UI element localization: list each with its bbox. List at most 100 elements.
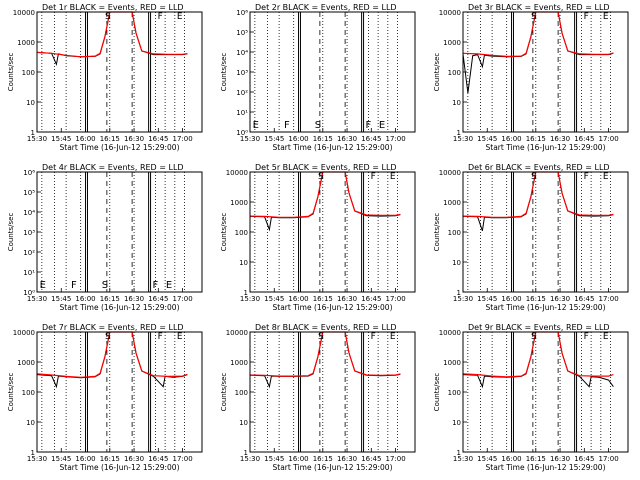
- y-axis-label: Counts/sec: [7, 53, 15, 92]
- y-axis-label: Counts/sec: [433, 213, 441, 252]
- y-tick-label: 10: [26, 419, 35, 427]
- y-tick-label: 10³: [23, 229, 35, 237]
- y-tick-label: 1: [457, 449, 461, 457]
- interval-marker-s: S: [531, 332, 537, 342]
- plot-frame: [36, 171, 203, 293]
- interval-marker-e: E: [177, 332, 183, 342]
- interval-marker-f: F: [584, 12, 589, 22]
- x-tick-label: 15:30: [453, 135, 473, 143]
- interval-marker-e: E: [379, 120, 385, 131]
- panel-det-6: Det 6r BLACK = Events, RED = LLD 1 10 100 10…: [433, 163, 629, 312]
- y-tick-label: 10: [452, 259, 461, 267]
- panel-title: Det 2r BLACK = Events, RED = LLD: [255, 3, 397, 12]
- x-tick-label: 16:45: [361, 455, 381, 463]
- x-tick-label: 16:30: [337, 455, 357, 463]
- y-tick-label: 1000: [17, 39, 35, 47]
- x-tick-label: 17:00: [172, 295, 192, 303]
- x-tick-label: 16:00: [288, 295, 308, 303]
- x-tick-label: 15:30: [27, 135, 47, 143]
- y-tick-label: 10000: [13, 329, 35, 337]
- interval-marker-e: E: [40, 280, 46, 291]
- x-tick-label: 15:45: [477, 455, 497, 463]
- y-axis-label: Counts/sec: [220, 373, 228, 412]
- y-tick-label: 10: [452, 419, 461, 427]
- interval-marker-e: E: [603, 172, 609, 182]
- y-tick-label: 10¹: [236, 109, 248, 117]
- plot-frame: [36, 331, 203, 453]
- x-tick-label: 16:30: [124, 135, 144, 143]
- y-tick-label: 100: [448, 229, 461, 237]
- y-tick-label: 1000: [230, 199, 248, 207]
- y-tick-label: 10¹: [23, 269, 35, 277]
- interval-marker-s: S: [531, 172, 537, 182]
- x-tick-label: 16:00: [288, 135, 308, 143]
- x-axis-label: Start Time (16-Jun-12 15:29:00): [486, 463, 606, 472]
- y-tick-label: 1000: [230, 359, 248, 367]
- panel-title: Det 7r BLACK = Events, RED = LLD: [42, 323, 184, 332]
- panel-title: Det 9r BLACK = Events, RED = LLD: [468, 323, 610, 332]
- x-axis-label: Start Time (16-Jun-12 15:29:00): [486, 303, 606, 312]
- x-tick-label: 16:30: [550, 135, 570, 143]
- y-tick-label: 100: [22, 69, 35, 77]
- y-tick-label: 1000: [443, 199, 461, 207]
- interval-marker-f: F: [158, 332, 163, 342]
- interval-marker-f: F: [371, 332, 376, 342]
- x-axis-label: Start Time (16-Jun-12 15:29:00): [60, 463, 180, 472]
- y-tick-label: 10⁵: [23, 189, 35, 197]
- x-tick-label: 15:45: [51, 455, 71, 463]
- interval-marker-f: F: [153, 280, 159, 291]
- series-events: [36, 11, 188, 66]
- x-tick-label: 15:45: [477, 135, 497, 143]
- y-tick-label: 10⁵: [236, 29, 248, 37]
- y-tick-label: 100: [235, 229, 248, 237]
- y-axis-label: Counts/sec: [220, 213, 228, 252]
- x-tick-label: 16:00: [501, 135, 521, 143]
- x-tick-label: 16:45: [148, 135, 168, 143]
- y-tick-label: 10: [239, 419, 248, 427]
- series-events: [462, 171, 614, 231]
- x-tick-label: 16:00: [288, 455, 308, 463]
- interval-marker-s: S: [318, 332, 324, 342]
- x-tick-label: 16:00: [75, 295, 95, 303]
- x-tick-label: 17:00: [385, 455, 405, 463]
- y-tick-label: 10: [26, 99, 35, 107]
- y-tick-label: 10000: [226, 169, 248, 177]
- y-tick-label: 1: [244, 449, 248, 457]
- y-tick-label: 100: [448, 389, 461, 397]
- plot-frame: [36, 11, 203, 133]
- x-tick-label: 15:30: [27, 295, 47, 303]
- panel-det-1: Det 1r BLACK = Events, RED = LLD 1 10 100 10…: [7, 3, 203, 152]
- interval-marker-f: F: [584, 172, 589, 182]
- x-tick-label: 15:45: [264, 455, 284, 463]
- x-tick-label: 17:00: [172, 455, 192, 463]
- x-tick-label: 16:15: [100, 295, 120, 303]
- interval-marker-f: F: [366, 120, 372, 131]
- interval-marker-e: E: [390, 172, 396, 182]
- y-tick-label: 10³: [236, 69, 248, 77]
- y-tick-label: 10000: [226, 329, 248, 337]
- x-tick-label: 16:30: [124, 295, 144, 303]
- x-axis-label: Start Time (16-Jun-12 15:29:00): [273, 463, 393, 472]
- y-tick-label: 10⁴: [236, 49, 248, 57]
- interval-marker-s: S: [105, 332, 111, 342]
- panel-title: Det 6r BLACK = Events, RED = LLD: [468, 163, 610, 172]
- x-tick-label: 15:30: [240, 455, 260, 463]
- x-tick-label: 16:15: [526, 455, 546, 463]
- y-tick-label: 10⁰: [23, 289, 35, 297]
- y-tick-label: 1: [244, 289, 248, 297]
- panel-det-7: Det 7r BLACK = Events, RED = LLD 1 10 100 10…: [7, 323, 203, 472]
- y-tick-label: 1000: [443, 359, 461, 367]
- x-tick-label: 16:15: [313, 135, 333, 143]
- y-tick-label: 100: [235, 389, 248, 397]
- y-tick-label: 1: [457, 129, 461, 137]
- y-tick-label: 1: [457, 289, 461, 297]
- x-tick-label: 16:30: [124, 455, 144, 463]
- x-tick-label: 16:15: [526, 295, 546, 303]
- y-tick-label: 10000: [439, 169, 461, 177]
- interval-marker-e: E: [390, 332, 396, 342]
- panel-det-3: Det 3r BLACK = Events, RED = LLD 1 10 100 10…: [433, 3, 629, 152]
- y-axis-label: Counts/sec: [220, 53, 228, 92]
- x-tick-label: 16:15: [313, 295, 333, 303]
- plot-frame: [249, 331, 416, 453]
- panel-det-8: Det 8r BLACK = Events, RED = LLD 1 10 100 10…: [220, 323, 416, 472]
